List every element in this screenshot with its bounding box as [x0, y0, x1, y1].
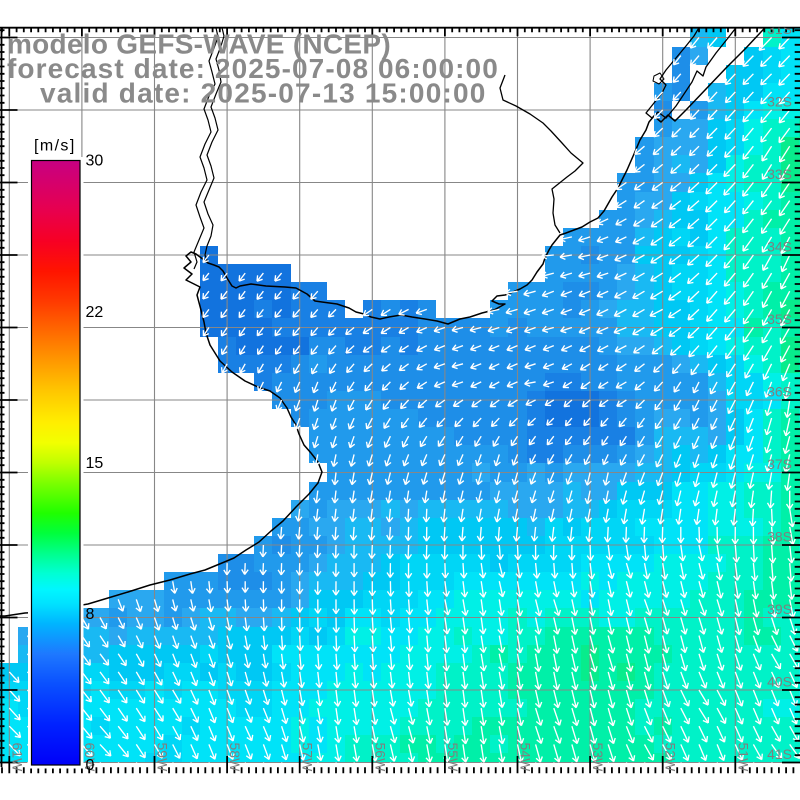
svg-text:22: 22 — [86, 304, 104, 321]
svg-text:32S: 32S — [767, 94, 792, 110]
svg-text:58W: 58W — [227, 743, 243, 773]
svg-text:51W: 51W — [735, 743, 751, 773]
svg-text:61W: 61W — [9, 743, 25, 773]
svg-text:52W: 52W — [663, 743, 679, 773]
svg-text:39S: 39S — [767, 601, 792, 617]
svg-text:30: 30 — [86, 153, 104, 170]
svg-text:38S: 38S — [767, 529, 792, 545]
svg-text:[m/s]: [m/s] — [34, 138, 76, 155]
svg-text:60W: 60W — [82, 743, 98, 773]
svg-text:modelo GEFS-WAVE (NCEP): modelo GEFS-WAVE (NCEP) — [7, 29, 391, 60]
svg-text:valid date: 2025-07-13 15:00:0: valid date: 2025-07-13 15:00:00 — [40, 78, 487, 109]
svg-text:55W: 55W — [445, 743, 461, 773]
svg-text:forecast date: 2025-07-08 06:0: forecast date: 2025-07-08 06:00:00 — [7, 53, 499, 84]
svg-text:8: 8 — [86, 606, 95, 623]
svg-text:41S: 41S — [767, 746, 792, 762]
svg-text:40S: 40S — [767, 674, 792, 690]
svg-text:33S: 33S — [767, 166, 792, 182]
svg-text:53W: 53W — [590, 743, 606, 773]
svg-text:31S: 31S — [767, 21, 792, 37]
svg-text:57W: 57W — [300, 743, 316, 773]
svg-text:0: 0 — [86, 757, 95, 774]
svg-text:37S: 37S — [767, 456, 792, 472]
svg-text:59W: 59W — [155, 743, 171, 773]
svg-text:15: 15 — [86, 455, 104, 472]
svg-text:56W: 56W — [372, 743, 388, 773]
svg-text:35S: 35S — [767, 311, 792, 327]
svg-text:54W: 54W — [518, 743, 534, 773]
svg-text:36S: 36S — [767, 384, 792, 400]
svg-text:34S: 34S — [767, 239, 792, 255]
